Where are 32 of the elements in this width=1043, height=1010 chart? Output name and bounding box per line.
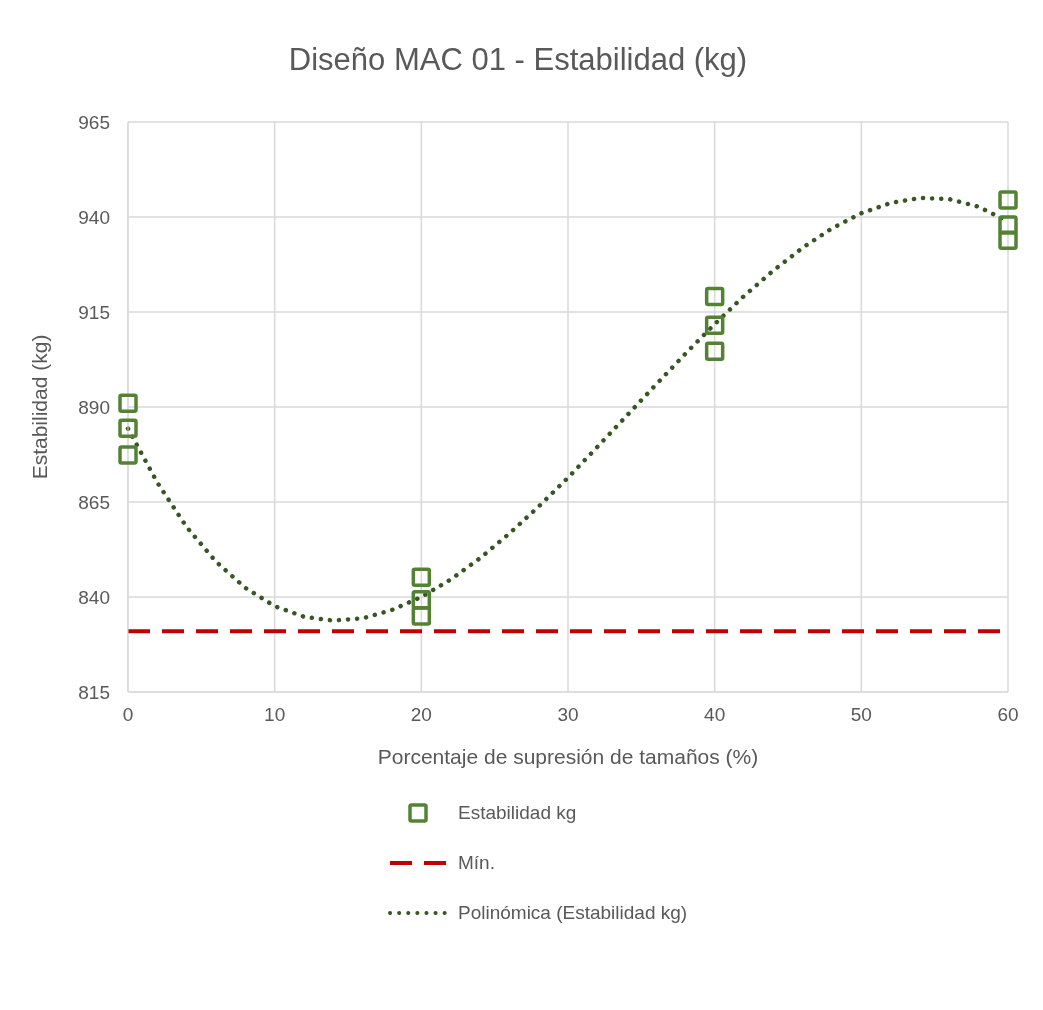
x-tick-label: 10 [264,704,286,726]
y-tick-label: 915 [78,301,110,323]
x-tick-label: 30 [557,704,579,726]
chart-title: Diseño MAC 01 - Estabilidad (kg) [287,41,749,79]
y-tick-label: 815 [78,681,110,703]
point [411,606,432,626]
x-axis-title: Porcentaje de supresión de tamaños (%) [377,745,759,768]
x-tick-label: 20 [410,704,432,726]
legend-label: Estabilidad kg [458,802,577,824]
y-tick-label: 940 [78,206,110,228]
legend-label: Mín. [458,852,495,874]
point [411,589,432,610]
y-tick-label: 965 [78,111,110,133]
y-tick-label: 890 [78,396,110,418]
point [411,567,432,587]
y-tick-label: 840 [78,586,110,608]
x-tick-label: 40 [704,704,726,726]
point [118,445,138,465]
point [704,341,725,361]
point [998,190,1018,210]
x-tick-label: 0 [122,704,134,726]
point [118,393,138,413]
point [704,315,725,336]
point [998,230,1018,250]
legend-label: Polinómica (Estabilidad kg) [458,902,688,924]
point [118,418,138,439]
x-tick-label: 60 [997,704,1019,726]
point [704,286,725,307]
x-tick-label: 50 [850,704,872,726]
y-axis-title: Estabilidad (kg) [28,334,52,480]
y-tick-label: 865 [78,491,110,513]
point [998,215,1018,235]
